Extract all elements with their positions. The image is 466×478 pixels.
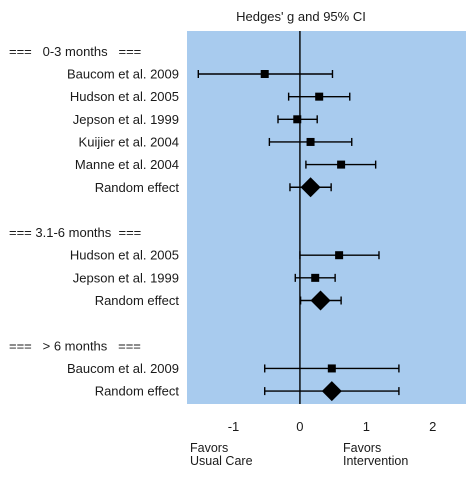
footer-right-line2: Intervention	[343, 454, 409, 468]
x-axis-ticks: -1 0 1 2	[228, 419, 437, 434]
study-label: Baucom et al. 2009	[67, 67, 179, 82]
x-tick-label: 0	[296, 419, 303, 434]
chart-title: Hedges' g and 95% CI	[236, 9, 366, 24]
effect-point-square	[327, 364, 336, 373]
footer-favors-usual-care: Favors Usual Care	[190, 442, 253, 468]
study-label: Jepson et al. 1999	[73, 270, 179, 285]
subgroup-header: === 0-3 months ===	[9, 44, 141, 59]
plot-background	[187, 31, 466, 404]
random-effect-label: Random effect	[95, 384, 180, 399]
study-label: Hudson et al. 2005	[70, 89, 179, 104]
footer-right-line1: Favors	[343, 441, 382, 455]
effect-point-square	[260, 70, 269, 78]
subgroup-header: === 3.1-6 months ===	[9, 225, 141, 240]
study-label: Hudson et al. 2005	[70, 248, 179, 263]
effect-point-square	[311, 273, 320, 282]
forest-rows: === 0-3 months === Baucom et al. 2009 Huds…	[9, 44, 400, 402]
study-label: Manne et al. 2004	[75, 157, 179, 172]
x-tick-label: 1	[363, 419, 370, 434]
footer-left-line2: Usual Care	[190, 454, 253, 468]
subgroup-header: === > 6 months ===	[9, 338, 141, 353]
pooled-effect-diamond	[321, 381, 342, 402]
study-label: Kuijier et al. 2004	[79, 134, 179, 149]
footer-favors-intervention: Favors Intervention	[343, 442, 408, 468]
x-tick-label: -1	[228, 419, 240, 434]
random-effect-label: Random effect	[95, 293, 180, 308]
x-tick-label: 2	[429, 419, 436, 434]
effect-point-square	[315, 92, 324, 101]
effect-point-square	[306, 137, 315, 146]
pooled-effect-diamond	[310, 290, 331, 311]
random-effect-label: Random effect	[95, 180, 180, 195]
effect-point-square	[337, 160, 346, 169]
study-label: Baucom et al. 2009	[67, 361, 179, 376]
effect-point-square	[293, 115, 302, 124]
pooled-effect-diamond	[300, 177, 321, 198]
effect-point-square	[335, 251, 344, 260]
footer-left-line1: Favors	[190, 441, 229, 455]
study-label: Jepson et al. 1999	[73, 112, 179, 127]
